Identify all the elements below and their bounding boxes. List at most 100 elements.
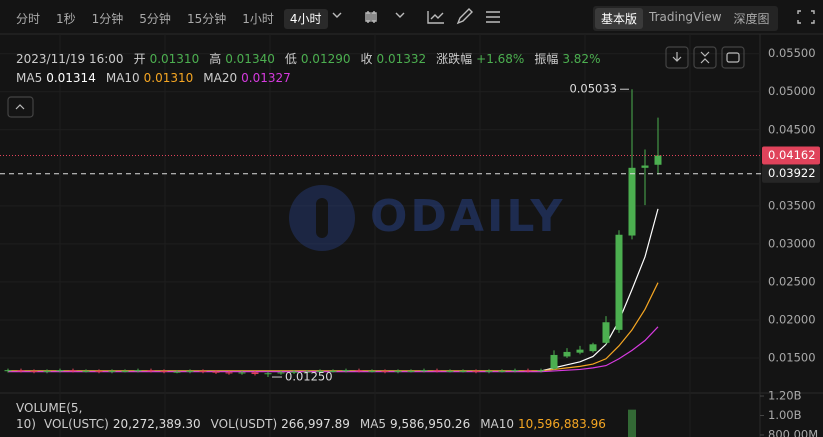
interval-tab[interactable]: 1分钟 <box>91 12 124 26</box>
candle-body <box>186 370 194 372</box>
y-tick-label: 0.02500 <box>768 274 816 288</box>
field-label: 低 <box>284 52 297 66</box>
view-tab[interactable]: 深度图 <box>733 12 770 26</box>
vol-value: 266,997.89 <box>281 417 350 431</box>
candle-body <box>485 370 493 372</box>
candle-body <box>641 165 649 168</box>
ma-info: MA5 0.01314 MA10 0.01310 MA20 0.01327 <box>16 71 301 85</box>
ma-value: 0.01314 <box>46 71 96 85</box>
candle-body <box>589 344 597 352</box>
candle-body <box>69 370 77 372</box>
candle-body <box>173 371 181 373</box>
ma-label: MA5 <box>16 71 43 85</box>
vol-tick-label: 800.00M <box>768 427 818 437</box>
field-value: 0.01340 <box>225 52 275 66</box>
candle-body <box>95 370 103 372</box>
candle-body <box>498 370 506 372</box>
candle-body <box>563 351 571 357</box>
candle-body <box>459 370 467 372</box>
price-tag-label: 0.04162 <box>768 148 816 162</box>
interval-tabs: 分时 1秒 1分钟 5分钟 15分钟 1小时 4小时 <box>16 9 338 29</box>
candle-body <box>316 370 324 372</box>
volume-bar <box>628 409 636 437</box>
annotation-label: 0.01250 <box>285 370 333 384</box>
y-tick-label: 0.03000 <box>768 236 816 250</box>
ma-value: 0.01310 <box>143 71 194 85</box>
interval-tab[interactable]: 15分钟 <box>186 12 227 26</box>
candle-body <box>251 372 259 374</box>
vol-label: MA5 <box>359 417 387 431</box>
toolbar-icons <box>332 8 815 25</box>
candle-body <box>602 322 610 343</box>
candle-body <box>537 370 545 372</box>
vol-label: VOL(USTC) <box>43 417 109 431</box>
candle-body <box>43 370 51 372</box>
ma-label: MA20 <box>203 71 238 85</box>
field-label: 高 <box>209 52 222 66</box>
volume-title: VOLUME(5, 10) <box>16 401 83 431</box>
candle-body <box>238 372 246 374</box>
candle-body <box>420 370 428 372</box>
v-grid <box>59 34 691 437</box>
field-label: 开 <box>133 52 146 66</box>
candle-body <box>225 372 233 374</box>
candle-body <box>290 371 298 373</box>
y-tick-label: 0.05000 <box>768 84 816 98</box>
candle-body <box>277 372 285 374</box>
vol-tick-label: 1.00B <box>768 408 802 422</box>
y-tick-label: 0.02000 <box>768 312 816 326</box>
interval-tab[interactable]: 分时 <box>16 12 41 26</box>
candle-body <box>108 370 116 372</box>
field-value: 3.82% <box>562 52 601 66</box>
candle-body <box>628 167 636 236</box>
field-label: 收 <box>360 52 373 66</box>
y-tick-label: 0.03500 <box>768 198 816 212</box>
y-tick-label: 0.04500 <box>768 122 816 136</box>
price-tag <box>762 146 820 165</box>
candle-body <box>329 370 337 372</box>
view-tabs: 基本版 TradingView 深度图 <box>593 6 778 31</box>
candle-body <box>303 371 311 373</box>
vol-value: 9,586,950.26 <box>390 417 471 431</box>
interval-tab[interactable]: 1秒 <box>56 12 76 26</box>
candle-body <box>511 370 519 372</box>
annotation-label: 0.05033 <box>569 82 617 96</box>
vol-tick-label: 1.20B <box>768 389 802 403</box>
candle-body <box>550 354 558 369</box>
ma-label: MA10 <box>105 71 140 85</box>
candle-body <box>121 370 129 372</box>
candle-body <box>615 234 623 330</box>
y-tick-label: 0.05500 <box>768 46 816 60</box>
field-value: +1.68% <box>476 52 525 66</box>
candle-body <box>472 370 480 372</box>
watermark-logo <box>289 185 355 251</box>
interval-tab[interactable]: 5分钟 <box>139 12 171 26</box>
candle-body <box>654 155 662 165</box>
candle-body <box>160 370 168 372</box>
vol-value: 10,596,883.96 <box>518 417 606 431</box>
candle-body <box>524 370 532 372</box>
field-value: 0.01290 <box>300 52 351 66</box>
ma-line <box>8 326 659 373</box>
ma-value: 0.01327 <box>241 71 291 85</box>
candle-body <box>147 370 155 372</box>
candle-body <box>407 370 415 372</box>
candle-body <box>355 370 363 372</box>
price-tag-label: 0.03922 <box>768 166 816 180</box>
candle-body <box>576 349 584 353</box>
datetime: 2023/11/19 16:00 <box>16 52 124 66</box>
candle-body <box>264 373 272 375</box>
ohlc-info: 2023/11/19 16:00 开 0.01310 高 0.01340 低 0.01290… <box>16 50 610 67</box>
candle-body <box>368 370 376 372</box>
candle-body <box>433 370 441 372</box>
view-tab[interactable]: TradingView <box>649 10 722 24</box>
chart-buttons[interactable] <box>7 46 745 118</box>
candle-body <box>199 370 207 372</box>
view-tab[interactable]: 基本版 <box>595 8 644 29</box>
candle-body <box>30 370 38 372</box>
interval-tab[interactable]: 4小时 <box>283 9 328 29</box>
interval-tab[interactable]: 1小时 <box>242 12 274 26</box>
field-value: 0.01332 <box>376 52 427 66</box>
